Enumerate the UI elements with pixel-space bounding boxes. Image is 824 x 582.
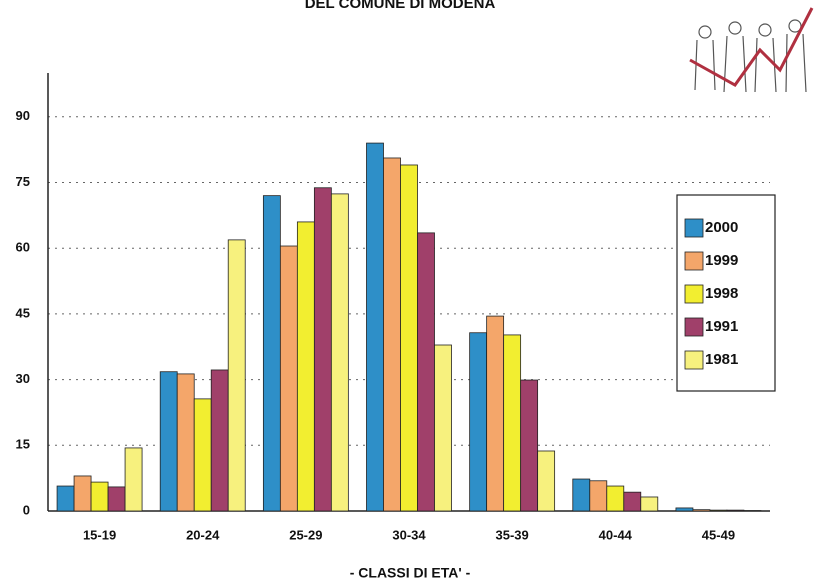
legend-swatch: [684, 284, 704, 304]
bar: [675, 507, 694, 512]
y-tick-label: 0: [23, 502, 30, 517]
bar: [279, 245, 298, 512]
bar: [572, 478, 591, 512]
legend-swatch: [684, 251, 704, 271]
x-axis-label: - CLASSI DI ETA' -: [350, 565, 471, 581]
bar: [330, 193, 349, 512]
bar: [434, 344, 452, 512]
y-tick-label: 90: [16, 108, 30, 123]
legend-swatch: [684, 218, 704, 238]
x-tick-label: 45-49: [702, 527, 735, 542]
x-tick-label: 20-24: [186, 527, 220, 542]
bar: [210, 369, 229, 512]
bar: [726, 509, 745, 512]
y-tick-label: 15: [16, 437, 30, 452]
bar: [227, 239, 246, 512]
bar: [124, 447, 143, 512]
bar: [469, 332, 488, 512]
bar: [366, 142, 384, 512]
legend-label: 2000: [705, 219, 738, 236]
bar: [107, 486, 126, 512]
bar: [400, 164, 418, 512]
bar: [640, 496, 659, 512]
legend-label: 1991: [705, 318, 738, 335]
bar: [90, 481, 109, 512]
bar: [383, 157, 401, 512]
bar: [313, 187, 332, 512]
x-tick-label: 35-39: [496, 527, 529, 542]
legend-swatch: [684, 317, 704, 337]
y-tick-label: 60: [16, 240, 30, 255]
legend-swatch: [684, 350, 704, 370]
bar: [589, 480, 608, 512]
legend-label: 1999: [705, 252, 738, 269]
x-tick-label: 15-19: [83, 527, 116, 542]
bar: [503, 334, 522, 512]
y-tick-label: 30: [16, 371, 30, 386]
y-tick-label: 75: [16, 174, 30, 189]
decoration: [689, 7, 814, 93]
chart-title: DEL COMUNE DI MODENA: [305, 0, 496, 12]
x-tick-label: 25-29: [289, 527, 322, 542]
bar: [537, 450, 556, 512]
x-tick-label: 30-34: [392, 527, 426, 542]
bar: [262, 195, 281, 512]
bar: [623, 491, 642, 512]
bar: [486, 315, 505, 512]
bar: [176, 373, 195, 512]
bar: [296, 221, 315, 512]
bar: [606, 485, 625, 512]
bar: [73, 475, 92, 512]
bar: [193, 398, 212, 512]
bar: [692, 509, 711, 512]
legend-label: 1998: [705, 285, 738, 302]
bar: [56, 485, 75, 512]
bar: [520, 379, 539, 512]
bar: [159, 371, 178, 512]
x-tick-label: 40-44: [599, 527, 633, 542]
bar: [709, 509, 728, 512]
y-tick-label: 45: [16, 305, 30, 320]
legend-label: 1981: [705, 351, 738, 368]
bar: [417, 232, 435, 512]
